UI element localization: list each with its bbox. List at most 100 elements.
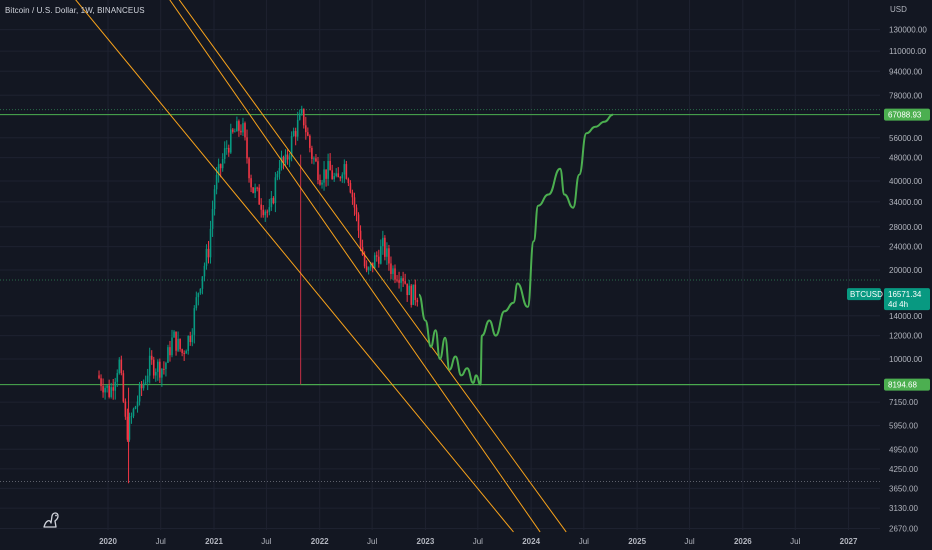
candle-body: [167, 347, 169, 363]
candle-body: [337, 173, 340, 178]
candle-body: [361, 247, 364, 255]
candle-body: [246, 137, 248, 159]
candle-body: [400, 278, 402, 283]
candle-body: [183, 352, 185, 354]
candle-body: [365, 266, 368, 271]
candle-body: [412, 284, 415, 305]
price-tick-label: 78000.00: [889, 91, 923, 100]
candle-body: [406, 283, 408, 296]
candle-body: [313, 158, 315, 160]
tradingview-logo-icon[interactable]: [43, 512, 59, 528]
candle-body: [380, 246, 382, 264]
time-tick-label: Jul: [261, 537, 271, 546]
candle-body: [114, 381, 117, 391]
time-axis[interactable]: 2020 Jul 2021 Jul 2022 Jul 2023 Jul 2024 Jul 2025 J…: [99, 537, 858, 546]
candle-body: [240, 130, 242, 133]
candle-body: [377, 256, 380, 264]
candle-body: [262, 209, 265, 216]
candle-body: [120, 359, 123, 374]
candle-body: [260, 204, 263, 210]
candle-body: [414, 284, 417, 301]
candle-body: [159, 361, 161, 378]
time-tick-label: 2024: [522, 537, 540, 546]
candle-body: [258, 187, 260, 205]
time-tick-label: Jul: [156, 537, 166, 546]
candle-body: [193, 308, 196, 335]
candle-body: [244, 123, 246, 138]
candle-body: [207, 248, 210, 258]
candle-body: [298, 113, 301, 120]
candle-body: [227, 147, 230, 153]
price-tick-label: 10000.00: [889, 355, 923, 364]
candle-body: [104, 387, 106, 393]
candle-body: [382, 237, 384, 247]
candle-body: [223, 148, 226, 159]
chart-title: Bitcoin / U.S. Dollar, 1W, BINANCEUS: [5, 6, 145, 15]
candle-body: [278, 168, 281, 174]
candle-body: [323, 169, 325, 183]
candle-body: [353, 197, 356, 208]
candle-body: [100, 378, 102, 387]
candle-body: [98, 375, 100, 379]
candle-body: [321, 182, 323, 185]
price-tick-label: 94000.00: [889, 67, 923, 76]
candle-body: [335, 173, 338, 177]
candle-body: [264, 211, 267, 216]
level-price-label: 67088.93: [888, 111, 922, 120]
trend-channel: [75, 0, 567, 533]
candle-body: [134, 406, 137, 409]
candle-body: [128, 416, 131, 440]
candle-body: [329, 161, 331, 171]
candle-body: [148, 355, 151, 376]
candle-body: [349, 183, 352, 193]
candle-body: [384, 237, 386, 257]
candle-body: [187, 335, 190, 351]
currency-label: USD: [890, 5, 907, 14]
time-tick-label: Jul: [579, 537, 589, 546]
candle-body: [343, 164, 346, 175]
candle-body: [232, 129, 234, 132]
candle-body: [234, 131, 236, 133]
candle-body: [146, 375, 149, 383]
price-tick-label: 28000.00: [889, 223, 923, 232]
candle-body: [136, 401, 139, 407]
candle-body: [211, 209, 214, 229]
price-tick-label: 7150.00: [889, 398, 918, 407]
candle-body: [106, 385, 108, 388]
candle-body: [390, 263, 392, 274]
candle-body: [229, 129, 232, 153]
candle-body: [219, 164, 222, 169]
candle-body: [402, 278, 404, 282]
candle-body: [388, 248, 390, 264]
candle-body: [242, 123, 244, 133]
candle-body: [169, 347, 171, 356]
price-tick-label: 4250.00: [889, 465, 918, 474]
candle-body: [325, 169, 327, 179]
candle-body: [238, 121, 240, 131]
price-axis[interactable]: USD 130000.00 110000.00 94000.00 78000.00 560…: [889, 5, 927, 534]
price-tick-label: 2670.00: [889, 525, 918, 534]
candle-body: [296, 119, 299, 137]
time-tick-label: Jul: [684, 537, 694, 546]
candle-body: [199, 288, 202, 294]
symbol-label: BTCUSD: [850, 290, 883, 299]
candle-body: [305, 125, 307, 133]
candle-body: [248, 158, 250, 179]
countdown-label: 4d 4h: [888, 300, 908, 309]
candle-body: [276, 173, 279, 178]
candle-body: [398, 280, 400, 283]
candle-body: [280, 156, 283, 169]
candle-body: [236, 121, 238, 132]
candle-body: [300, 108, 303, 114]
level-price-badge: [884, 108, 930, 121]
price-tick-label: 20000.00: [889, 266, 923, 275]
candle-body: [191, 334, 194, 343]
time-tick-label: 2026: [734, 537, 752, 546]
candle-body: [110, 387, 112, 397]
candle-body: [307, 132, 309, 136]
candles: [98, 105, 419, 484]
candle-body: [386, 248, 388, 257]
candle-body: [333, 176, 335, 180]
